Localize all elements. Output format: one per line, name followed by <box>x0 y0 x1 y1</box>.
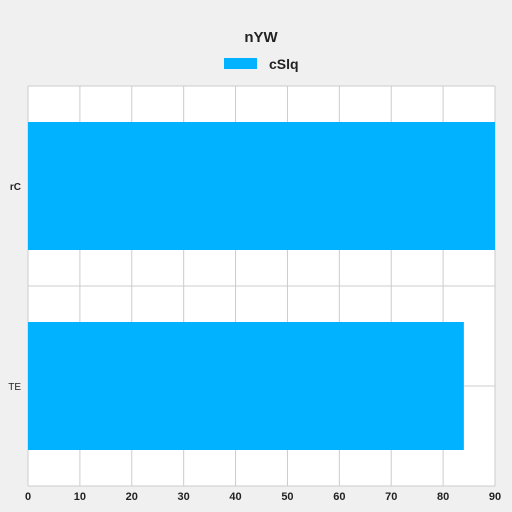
chart-title: nYW <box>244 29 278 46</box>
legend-swatch <box>224 58 257 69</box>
x-tick-label: 80 <box>437 491 449 503</box>
y-tick-label: rC <box>10 182 21 193</box>
x-tick-label: 10 <box>74 491 86 503</box>
bar-TE[interactable] <box>28 322 464 450</box>
legend: cSlq <box>224 56 299 72</box>
y-axis: rC TE <box>8 182 21 393</box>
x-tick-label: 50 <box>281 491 293 503</box>
bar-rC[interactable] <box>28 122 495 250</box>
x-tick-label: 60 <box>333 491 345 503</box>
x-axis: 0 10 20 30 40 50 60 70 80 90 <box>25 491 501 503</box>
x-tick-label: 30 <box>178 491 190 503</box>
plot-area <box>27 85 496 487</box>
legend-label: cSlq <box>269 56 299 72</box>
y-tick-label: TE <box>8 382 21 393</box>
x-tick-label: 90 <box>489 491 501 503</box>
x-tick-label: 0 <box>25 491 31 503</box>
x-tick-label: 40 <box>229 491 241 503</box>
x-tick-label: 20 <box>126 491 138 503</box>
x-tick-label: 70 <box>385 491 397 503</box>
